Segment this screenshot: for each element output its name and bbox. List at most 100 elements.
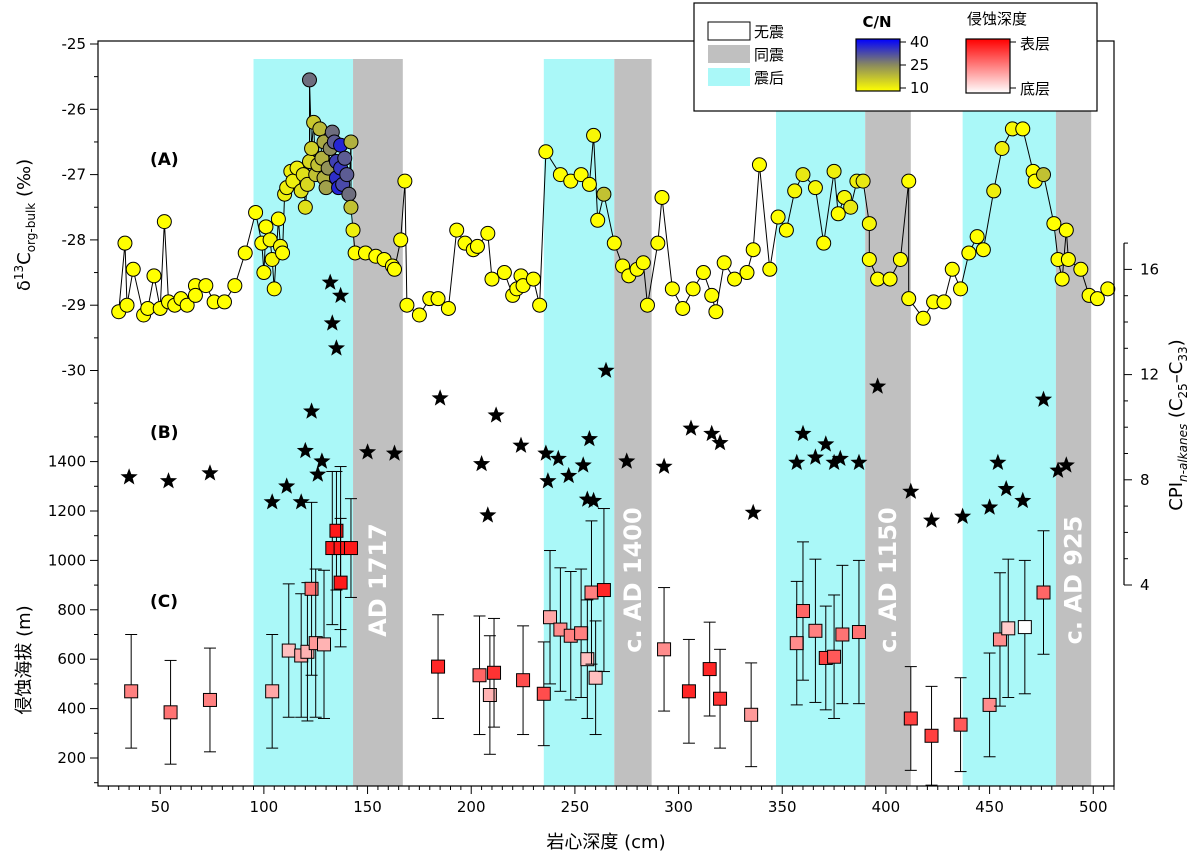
cpi-star [292,493,310,510]
cn-tick-25: 25 [910,56,929,74]
legend-swatch-postseismic [708,68,750,86]
cpi-star [794,424,812,442]
y-tick-label: 400 [57,700,86,718]
elevation-square [808,623,823,638]
cpi-star [560,466,578,484]
delta13c-point [986,183,1002,199]
cpi-star [825,453,843,470]
band-label: c. AD 1400 [619,507,647,652]
cpi-star [1014,491,1032,509]
cpi-star [549,449,567,466]
y-tick-label: -25 [62,35,87,53]
cpi-star [923,511,941,528]
elevation-square [265,684,280,699]
elevation-square [333,575,348,590]
cpi-star [512,436,530,453]
elevation-square [487,665,502,680]
delta13c-point [140,300,156,316]
delta13c-point [1058,222,1074,238]
elevation-square [304,581,319,596]
delta13c-point [297,199,313,215]
postseismic-band [776,59,866,786]
cpi-star [313,452,331,469]
cpi-star [385,444,404,461]
delta13c-point [299,176,315,192]
cn-tick-10: 10 [910,79,929,97]
cpi-star [744,503,762,520]
legend-label-postseismic: 震后 [754,69,784,87]
legend-label-coseismic: 同震 [754,46,784,64]
delta13c-point [198,278,214,294]
delta13c-point [650,235,666,251]
erosion-scale-title: 侵蚀深度 [967,10,1027,28]
delta13c-point [393,232,409,248]
delta13c-point [606,235,622,251]
x-tick-label: 400 [872,798,901,816]
elevation-square [744,707,759,722]
delta13c-point [953,281,969,297]
delta13c-point [337,150,353,166]
delta13c-point [411,307,427,323]
elevation-square [992,632,1007,647]
delta13c-point [751,157,767,173]
delta13c-point [258,219,274,235]
elevation-square [953,717,968,732]
x-tick-label: 150 [353,798,382,816]
cpi-star [323,314,341,331]
cpi-star [431,389,449,406]
cpi-star [1034,390,1053,407]
delta13c-point [861,216,877,232]
erosion-label-bottom: 底层 [1020,80,1050,98]
y-axis-cpi: 4 8 12 16 [1123,242,1159,594]
cpi-star [817,435,835,452]
delta13c-point [1073,261,1089,277]
y-tick-label: 1000 [48,551,86,569]
x-axis: 50 100 150 200 250 300 350 400 450 500 [107,786,1115,816]
cpi-star [831,449,849,466]
delta13c-point [1046,216,1062,232]
y-tick-label: 200 [57,749,86,767]
legend-swatch-none [707,21,751,41]
delta13c-point [397,173,413,189]
x-tick-label: 250 [561,798,590,816]
delta13c-point [179,297,195,313]
delta13c-point [586,127,602,143]
delta13c-point [248,204,264,220]
cn-tick-40: 40 [910,33,929,51]
delta13c-point [125,261,141,277]
y-axis-title-elevation: 侵蚀海拔 (m) [14,605,35,714]
x-tick-label: 300 [664,798,693,816]
delta13c-point [256,265,272,281]
delta13c-point [855,173,871,189]
elevation-square [702,662,717,677]
cn-color-scale [855,38,901,92]
band-label: c. AD 1150 [874,507,902,652]
elevation-square [795,604,810,619]
delta13c-point [156,214,172,230]
delta13c-point [187,287,203,303]
delta13c-point [343,199,359,215]
delta13c-point [146,268,162,284]
shaded-bands [253,59,1092,786]
delta13c-point [685,281,701,297]
cpi-star [850,453,868,470]
delta13c-point [399,297,415,313]
cpi-star [703,424,721,442]
delta13c-point [343,134,359,150]
elevation-square [329,523,344,538]
cpi-star [537,444,555,461]
cpi-star [997,480,1015,497]
y-axis-delta13c: -25 -26 -27 -28 -29 -30 [62,35,98,404]
x-tick-label: 350 [768,798,797,816]
elevation-square [681,684,696,699]
delta13c-point [339,167,355,183]
elevation-square [202,692,217,707]
elevation-square [580,652,595,667]
cpi-star [487,406,505,423]
cpi-star [201,464,219,481]
delta13c-point [739,265,755,281]
delta13c-point [496,265,512,281]
elevation-square [903,711,918,726]
delta13c-point [882,271,898,287]
elevation-square [1001,621,1016,636]
